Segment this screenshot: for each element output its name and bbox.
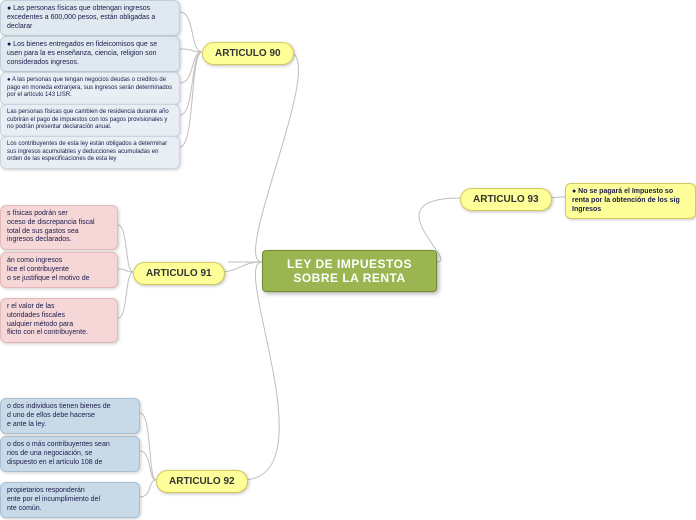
a90-leaf-4: Las personas físicas que cambien de resi… (0, 104, 180, 137)
article-92-node: ARTICULO 92 (156, 470, 248, 493)
a93-leaf-1: ● No se pagará el Impuesto so renta por … (565, 183, 696, 219)
article-93-node: ARTICULO 93 (460, 188, 552, 211)
a91-leaf-3: r el valor de las utoridades fiscales ua… (0, 298, 118, 343)
a90-leaf-3: ● A las personas que tengan negocios deu… (0, 72, 180, 105)
a91-leaf-2: án como ingresos lice el contribuyente o… (0, 252, 118, 288)
root-node: LEY DE IMPUESTOS SOBRE LA RENTA (262, 250, 437, 292)
a92-leaf-2: o dos o más contribuyentes sean rios de … (0, 436, 140, 472)
a92-leaf-1: o dos individuos tienen bienes de d uno … (0, 398, 140, 434)
article-90-node: ARTICULO 90 (202, 42, 294, 65)
article-91-node: ARTICULO 91 (133, 262, 225, 285)
a92-leaf-3: propietarios responderán ente por el inc… (0, 482, 140, 518)
a90-leaf-1: ● Las personas físicas que obtengan ingr… (0, 0, 180, 36)
a90-leaf-5: Los contribuyentes de esta ley están obl… (0, 136, 180, 169)
a91-leaf-1: s físicas podrán ser oceso de discrepanc… (0, 205, 118, 250)
a90-leaf-2: ● Los bienes entregados en fideicomisos … (0, 36, 180, 72)
